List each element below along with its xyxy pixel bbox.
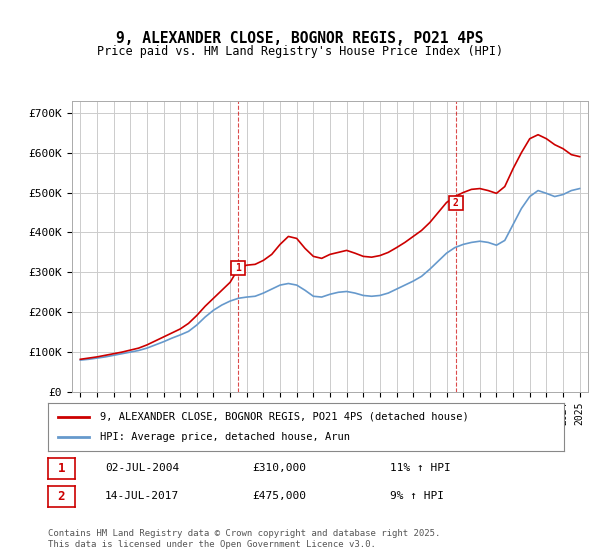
Text: £475,000: £475,000 [252, 491, 306, 501]
Text: 2: 2 [452, 198, 458, 208]
Text: 11% ↑ HPI: 11% ↑ HPI [390, 463, 451, 473]
Text: £310,000: £310,000 [252, 463, 306, 473]
Text: 2: 2 [58, 489, 65, 503]
Text: 02-JUL-2004: 02-JUL-2004 [105, 463, 179, 473]
Text: Contains HM Land Registry data © Crown copyright and database right 2025.
This d: Contains HM Land Registry data © Crown c… [48, 529, 440, 549]
Text: 1: 1 [236, 263, 241, 273]
Text: 9% ↑ HPI: 9% ↑ HPI [390, 491, 444, 501]
Text: 9, ALEXANDER CLOSE, BOGNOR REGIS, PO21 4PS (detached house): 9, ALEXANDER CLOSE, BOGNOR REGIS, PO21 4… [100, 412, 469, 422]
Text: 14-JUL-2017: 14-JUL-2017 [105, 491, 179, 501]
Text: Price paid vs. HM Land Registry's House Price Index (HPI): Price paid vs. HM Land Registry's House … [97, 45, 503, 58]
Text: 9, ALEXANDER CLOSE, BOGNOR REGIS, PO21 4PS: 9, ALEXANDER CLOSE, BOGNOR REGIS, PO21 4… [116, 31, 484, 46]
Text: HPI: Average price, detached house, Arun: HPI: Average price, detached house, Arun [100, 432, 350, 442]
Text: 1: 1 [58, 461, 65, 475]
